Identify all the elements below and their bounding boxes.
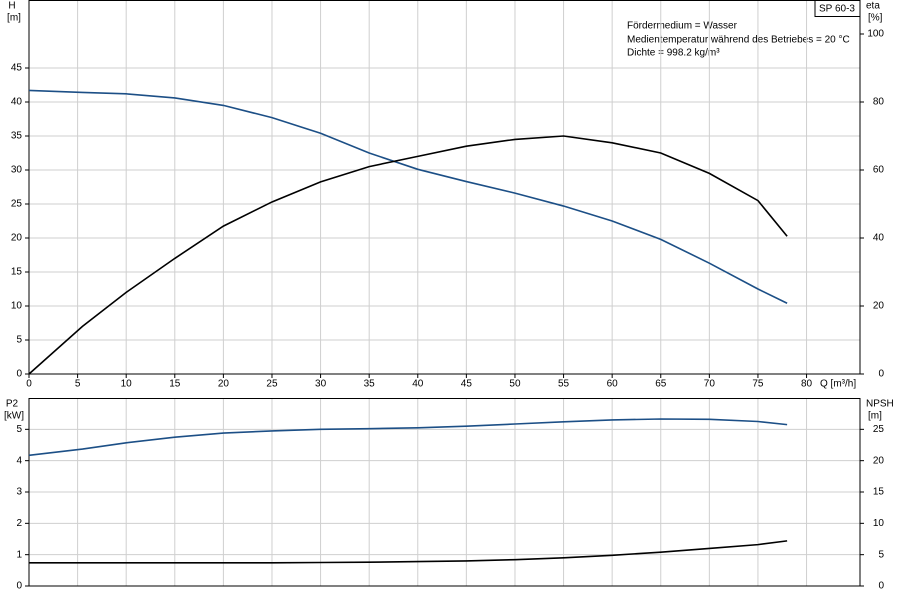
x-tick-label: 50 bbox=[509, 379, 521, 390]
x-axis-label: Q [m³/h] bbox=[820, 379, 856, 390]
y2-axis-label: NPSH bbox=[866, 399, 894, 410]
x-tick-label: 0 bbox=[26, 379, 32, 390]
x-tick-label: 20 bbox=[218, 379, 230, 390]
y2-tick-label: 5 bbox=[878, 549, 884, 560]
y-tick-label: 40 bbox=[11, 97, 23, 108]
x-tick-label: 70 bbox=[704, 379, 716, 390]
plot-frame bbox=[28, 0, 861, 375]
x-tick-label: 35 bbox=[364, 379, 376, 390]
y2-tick-label: 0 bbox=[878, 581, 884, 592]
y2-axis-label: eta bbox=[866, 1, 880, 12]
x-tick-label: 80 bbox=[801, 379, 813, 390]
x-tick-label: 15 bbox=[169, 379, 181, 390]
note: Dichte = 998.2 kg/m³ bbox=[627, 48, 720, 59]
y-axis-unit: [m] bbox=[7, 13, 21, 24]
y-tick-label: 1 bbox=[16, 549, 22, 560]
curve bbox=[28, 89, 788, 304]
y2-tick-label: 0 bbox=[878, 369, 884, 380]
y-tick-label: 5 bbox=[16, 424, 22, 435]
y-tick-label: 25 bbox=[11, 199, 23, 210]
y2-axis-unit: [m] bbox=[868, 411, 882, 422]
curve bbox=[29, 540, 788, 564]
y2-tick-label: 60 bbox=[873, 165, 885, 176]
y2-tick-label: 100 bbox=[867, 29, 884, 40]
note: Medientemperatur während des Betriebes =… bbox=[627, 35, 850, 46]
y2-tick-label: 25 bbox=[873, 424, 885, 435]
y-axis-label: H bbox=[8, 1, 15, 12]
curve bbox=[28, 418, 788, 457]
x-tick-label: 30 bbox=[315, 379, 327, 390]
y-tick-label: 10 bbox=[11, 301, 23, 312]
y2-tick-label: 10 bbox=[873, 518, 885, 529]
x-tick-label: 25 bbox=[266, 379, 278, 390]
y-tick-label: 2 bbox=[16, 518, 22, 529]
y-tick-label: 30 bbox=[11, 165, 23, 176]
pump-label: SP 60-3 bbox=[819, 4, 855, 15]
x-tick-label: 40 bbox=[412, 379, 424, 390]
y2-tick-label: 20 bbox=[873, 301, 885, 312]
y-tick-label: 4 bbox=[16, 455, 22, 466]
x-tick-label: 75 bbox=[752, 379, 764, 390]
x-tick-label: 5 bbox=[75, 379, 81, 390]
y-tick-label: 3 bbox=[16, 487, 22, 498]
x-tick-label: 60 bbox=[607, 379, 619, 390]
y-axis-label: P2 bbox=[6, 399, 19, 410]
x-tick-label: 55 bbox=[558, 379, 570, 390]
plot-frame bbox=[28, 398, 861, 587]
y2-tick-label: 15 bbox=[873, 487, 885, 498]
y-axis-unit: [kW] bbox=[4, 411, 24, 422]
y2-tick-label: 40 bbox=[873, 233, 885, 244]
x-tick-label: 10 bbox=[121, 379, 133, 390]
y-tick-label: 20 bbox=[11, 233, 23, 244]
y-tick-label: 15 bbox=[11, 267, 23, 278]
y2-axis-unit: [%] bbox=[868, 13, 883, 24]
y-tick-label: 35 bbox=[11, 131, 23, 142]
y-tick-label: 45 bbox=[11, 63, 23, 74]
x-tick-label: 65 bbox=[655, 379, 667, 390]
note: Fördermedium = Wasser bbox=[627, 21, 738, 32]
y-tick-label: 0 bbox=[16, 581, 22, 592]
y-tick-label: 0 bbox=[16, 369, 22, 380]
y2-tick-label: 80 bbox=[873, 97, 885, 108]
curve bbox=[28, 135, 788, 375]
y2-tick-label: 20 bbox=[873, 455, 885, 466]
y-tick-label: 5 bbox=[16, 335, 22, 346]
x-tick-label: 45 bbox=[461, 379, 473, 390]
